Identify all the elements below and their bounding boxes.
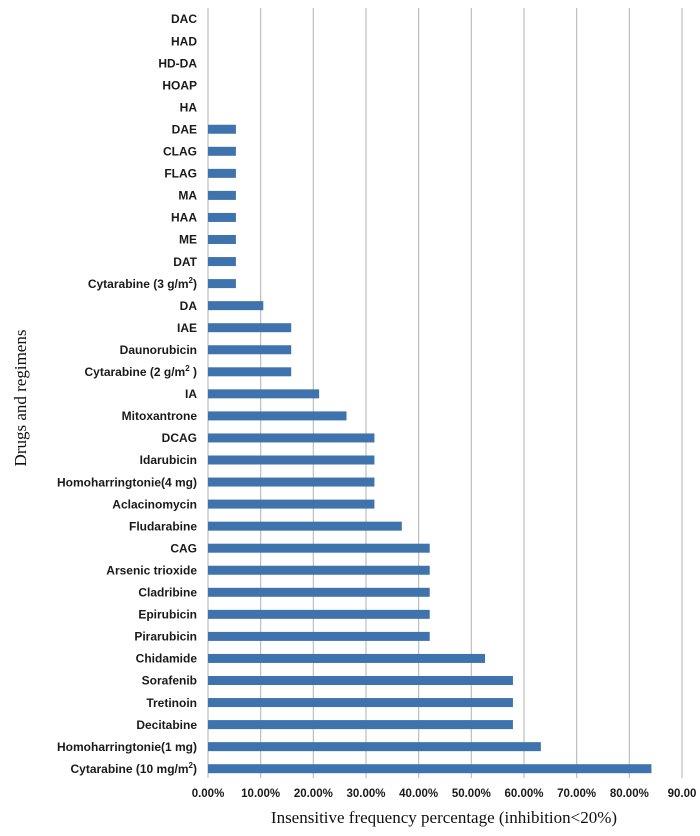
bar (208, 212, 236, 222)
bar (208, 587, 430, 597)
bar (208, 124, 236, 134)
bar (208, 698, 513, 708)
x-tick-labels: 0.00% 10.00% 20.00% 30.00% 40.00% 50.00% 60.00… (192, 788, 697, 800)
category-label: DCAG (162, 431, 197, 445)
category-label: Cytarabine (3 g/m2) (88, 276, 197, 291)
category-label: ME (179, 233, 197, 247)
category-label: IAE (177, 321, 197, 335)
bar (208, 455, 375, 465)
bar (208, 521, 402, 531)
category-label: Aclacinomycin (112, 497, 197, 511)
category-label: Pirarubicin (134, 630, 197, 644)
category-label: HOAP (162, 78, 197, 92)
bar (208, 345, 292, 355)
category-label: CAG (170, 541, 197, 555)
category-label: HA (180, 100, 198, 114)
bar (208, 609, 430, 619)
category-labels: DAC HAD HD-DA HOAP HA DAE CLAG FLAG MA HAA ME DAT Cy… (57, 12, 198, 776)
bar (208, 411, 347, 421)
category-label: Epirubicin (138, 608, 197, 622)
category-label: CLAG (163, 145, 197, 159)
category-label: Arsenic trioxide (106, 563, 197, 577)
bar (208, 477, 375, 487)
x-tick-label: 90.00 (668, 788, 697, 800)
category-label: Cytarabine (2 g/m2 ) (85, 364, 198, 379)
x-tick-label: 50.00% (452, 788, 491, 800)
bar (208, 764, 652, 774)
bar (208, 323, 292, 333)
bars (208, 124, 652, 774)
category-label: MA (178, 189, 197, 203)
bar (208, 499, 375, 509)
bar (208, 301, 264, 311)
bar (208, 257, 236, 267)
x-tick-label: 30.00% (346, 788, 385, 800)
category-label: Cytarabine (10 mg/m2) (71, 761, 198, 776)
category-label: DA (180, 299, 198, 313)
category-label: HAA (171, 211, 197, 225)
bar (208, 720, 513, 730)
bar (208, 676, 513, 685)
category-label: Mitoxantrone (122, 409, 198, 423)
category-label: Decitabine (136, 718, 197, 732)
category-label: Homoharringtonie(1 mg) (57, 740, 197, 754)
category-label: HAD (171, 34, 197, 48)
category-label: Homoharringtonie(4 mg) (57, 475, 197, 489)
category-label: DAT (173, 255, 197, 269)
x-tick-label: 60.00% (504, 788, 543, 800)
bar (208, 146, 236, 156)
bar (208, 742, 541, 752)
gridlines (207, 8, 683, 778)
bar (208, 631, 430, 641)
bar (208, 565, 430, 575)
category-label: Chidamide (136, 652, 198, 666)
bar (208, 367, 292, 377)
bar (208, 653, 486, 663)
bar (208, 389, 320, 399)
category-label: DAC (171, 12, 197, 26)
bar (208, 279, 236, 289)
y-axis-title: Drugs and regimens (11, 330, 30, 467)
x-tick-label: 70.00% (557, 788, 596, 800)
bar (208, 433, 375, 443)
category-label: Cladribine (138, 586, 197, 600)
category-label: Daunorubicin (120, 343, 197, 357)
bar (208, 168, 236, 178)
category-label: FLAG (164, 167, 197, 181)
x-axis-title: Insensitive frequency percentage (inhibi… (271, 808, 617, 827)
x-tick-label: 40.00% (399, 788, 438, 800)
x-tick-label: 10.00% (241, 788, 280, 800)
category-label: Idarubicin (140, 453, 197, 467)
bar (208, 235, 236, 244)
category-label: DAE (172, 122, 197, 136)
bar (208, 190, 236, 200)
category-label: HD-DA (158, 56, 197, 70)
category-label: IA (185, 387, 197, 401)
category-label: Fludarabine (129, 519, 197, 533)
x-tick-label: 0.00% (192, 788, 225, 800)
category-label: Sorafenib (142, 674, 197, 688)
category-label: Tretinoin (146, 696, 197, 710)
bar (208, 543, 430, 553)
x-tick-label: 80.00% (610, 788, 649, 800)
x-tick-label: 20.00% (294, 788, 333, 800)
